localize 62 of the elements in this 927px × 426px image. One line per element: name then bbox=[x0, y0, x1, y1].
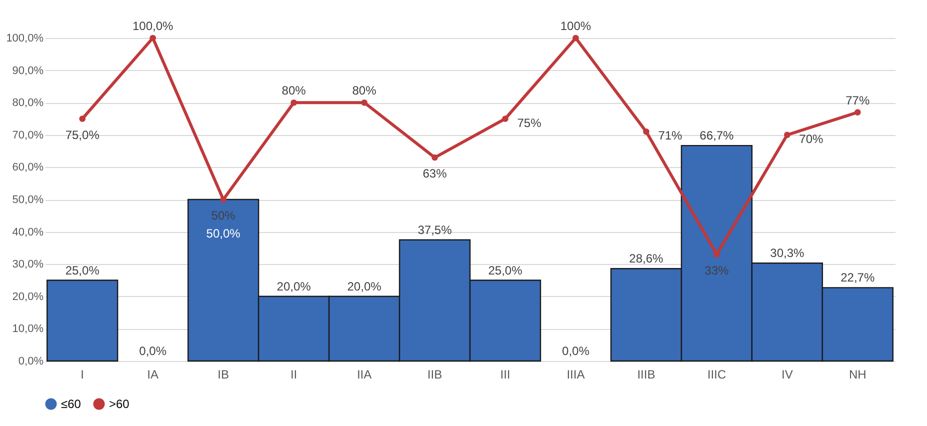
legend-label: >60 bbox=[109, 397, 130, 411]
data-label: 20,0% bbox=[276, 279, 312, 294]
y-tick-label: 60,0% bbox=[12, 162, 44, 174]
data-label: 80% bbox=[282, 84, 306, 98]
point bbox=[290, 99, 297, 106]
legend-label: ≤60 bbox=[61, 397, 82, 411]
data-label: 22,7% bbox=[840, 270, 875, 285]
data-label: 37,5% bbox=[418, 222, 452, 237]
data-label: 75,0% bbox=[65, 128, 100, 142]
y-tick-label: 20,0% bbox=[12, 290, 44, 303]
point bbox=[502, 116, 508, 122]
point bbox=[714, 251, 720, 258]
point bbox=[643, 128, 650, 135]
data-label: 33% bbox=[704, 263, 730, 278]
x-tick-label: IIIC bbox=[707, 368, 726, 382]
data-label: 0,0% bbox=[562, 344, 590, 358]
data-label: 20,0% bbox=[347, 279, 382, 294]
data-label: 100,0% bbox=[132, 19, 174, 33]
x-tick-label: NH bbox=[848, 368, 866, 382]
x-tick-label: I bbox=[80, 368, 84, 382]
data-label: 28,6% bbox=[629, 252, 664, 266]
data-label: 50,0% bbox=[206, 226, 241, 240]
x-tick-label: IIB bbox=[427, 368, 442, 382]
data-label: 100% bbox=[560, 19, 592, 33]
data-label: 71% bbox=[658, 128, 683, 143]
point bbox=[854, 109, 861, 116]
y-tick-label: 100,0% bbox=[6, 32, 44, 44]
x-tick-label: IV bbox=[781, 368, 793, 382]
data-label: 63% bbox=[422, 166, 448, 181]
x-tick-label: IIIA bbox=[566, 368, 585, 382]
x-tick-label: II bbox=[290, 368, 298, 382]
x-tick-label: III bbox=[500, 368, 510, 382]
data-label: 75% bbox=[517, 116, 542, 130]
point bbox=[572, 34, 579, 42]
point bbox=[361, 99, 368, 106]
y-tick-label: 30,0% bbox=[12, 258, 44, 271]
bar bbox=[46, 280, 118, 362]
y-tick-label: 70,0% bbox=[12, 129, 44, 142]
x-tick-label: IA bbox=[147, 368, 159, 382]
x-tick-label: IIA bbox=[356, 368, 372, 382]
data-label: 30,3% bbox=[770, 246, 805, 260]
point bbox=[432, 154, 438, 161]
data-label: 77% bbox=[846, 93, 870, 108]
y-tick-label: 0,0% bbox=[18, 356, 44, 368]
x-tick-label: IB bbox=[218, 368, 229, 382]
y-tick-label: 80,0% bbox=[12, 97, 44, 110]
data-label: 0,0% bbox=[139, 344, 167, 358]
data-label: 80% bbox=[352, 84, 377, 98]
y-tick-label: 10,0% bbox=[12, 323, 44, 336]
y-tick-label: 40,0% bbox=[12, 226, 44, 238]
data-label: 50% bbox=[211, 208, 236, 222]
point bbox=[220, 196, 226, 203]
point bbox=[150, 34, 156, 42]
data-label: 70% bbox=[799, 132, 824, 146]
x-tick-label: IIIB bbox=[637, 368, 656, 382]
data-label: 66,7% bbox=[700, 128, 734, 143]
data-label: 25,0% bbox=[488, 263, 523, 278]
data-label: 25,0% bbox=[65, 263, 100, 278]
point bbox=[784, 132, 790, 138]
y-tick-label: 90,0% bbox=[12, 64, 44, 77]
point bbox=[79, 116, 86, 122]
y-tick-label: 50,0% bbox=[12, 194, 44, 206]
